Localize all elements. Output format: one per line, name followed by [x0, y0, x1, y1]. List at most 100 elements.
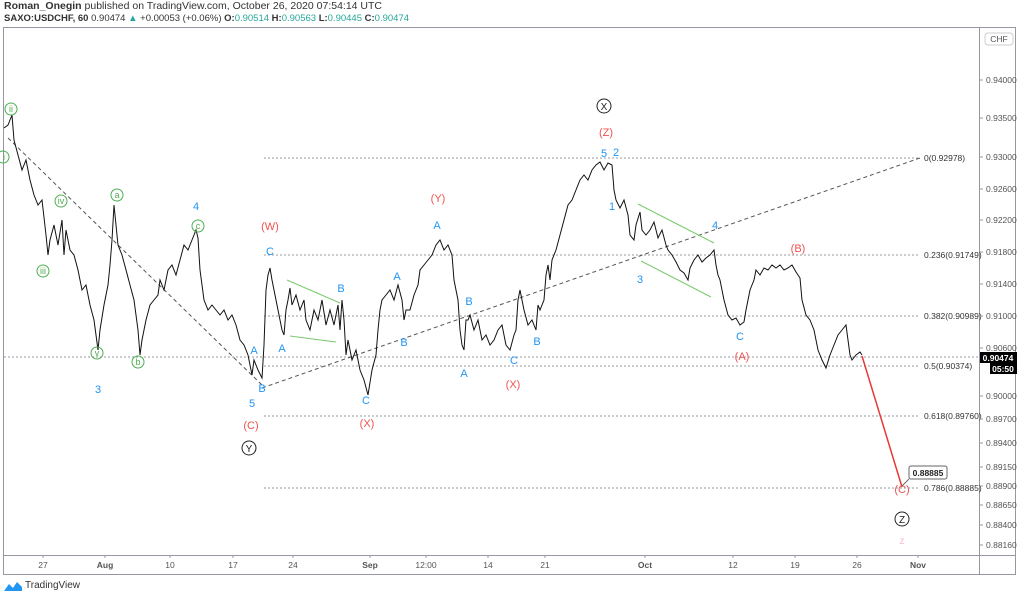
svg-text:Sep: Sep	[362, 560, 378, 570]
svg-text:4: 4	[193, 201, 199, 213]
price-series	[3, 114, 863, 396]
svg-text:(X): (X)	[506, 379, 521, 391]
svg-text:B: B	[258, 383, 265, 395]
svg-text:Aug: Aug	[97, 560, 114, 570]
svg-text:0.94000: 0.94000	[986, 75, 1017, 85]
svg-text:C: C	[362, 395, 370, 407]
svg-text:c: c	[196, 221, 201, 231]
publish-text: published on TradingView.com, October 26…	[84, 0, 383, 12]
svg-text:C: C	[266, 246, 274, 258]
svg-text:A: A	[433, 220, 441, 232]
open-value: 0.90514	[234, 13, 270, 24]
svg-text:4: 4	[712, 220, 718, 232]
svg-text:A: A	[393, 271, 401, 283]
svg-text:0.93500: 0.93500	[986, 113, 1017, 123]
svg-text:Y: Y	[246, 444, 253, 455]
svg-text:iii: iii	[40, 266, 46, 276]
svg-text:a: a	[114, 190, 119, 200]
svg-text:05:50: 05:50	[992, 364, 1014, 374]
blue-wave-labels: 3 4 5 A B C A B C A B A B A C B 5 2 1 3 …	[95, 147, 744, 410]
svg-text:B: B	[400, 337, 407, 349]
svg-text:v: v	[95, 348, 100, 358]
svg-text:0.93000: 0.93000	[986, 152, 1017, 162]
svg-text:0.91400: 0.91400	[986, 279, 1017, 289]
svg-text:0.786(0.88885): 0.786(0.88885)	[924, 483, 982, 493]
svg-text:0.5(0.90374): 0.5(0.90374)	[924, 361, 972, 371]
svg-text:5: 5	[601, 148, 607, 160]
svg-text:0.89400: 0.89400	[986, 438, 1017, 448]
svg-text:0.89150: 0.89150	[986, 462, 1017, 472]
svg-text:12:00: 12:00	[415, 560, 437, 570]
chart-frame	[3, 27, 1016, 575]
svg-text:0.92200: 0.92200	[986, 215, 1017, 225]
svg-text:C: C	[510, 355, 518, 367]
last-price-marker: 0.90474 05:50	[980, 352, 1017, 374]
footer-brand[interactable]: TradingView	[4, 580, 80, 591]
svg-text:14: 14	[483, 560, 493, 570]
symbol-legend: SAXO:USDCHF, 60 0.90474 ▲ +0.00053 (+0.0…	[4, 13, 410, 24]
svg-text:12: 12	[728, 560, 738, 570]
svg-text:0.618(0.89760): 0.618(0.89760)	[924, 411, 982, 421]
svg-text:26: 26	[852, 560, 862, 570]
tradingview-logo-icon	[4, 581, 22, 591]
svg-text:Oct: Oct	[638, 560, 652, 570]
svg-text:(B): (B)	[791, 243, 806, 255]
svg-text:(Z): (Z)	[599, 127, 613, 139]
symbol-name[interactable]: SAXO:USDCHF, 60	[4, 13, 89, 24]
svg-text:0.88160: 0.88160	[986, 540, 1017, 550]
trend-lines[interactable]	[7, 137, 921, 389]
svg-text:C: C	[736, 331, 744, 343]
svg-text:b: b	[135, 357, 140, 367]
target-callout[interactable]: 0.88885	[901, 465, 948, 487]
svg-text:0.92600: 0.92600	[986, 184, 1017, 194]
svg-text:0.88400: 0.88400	[986, 520, 1017, 530]
price-axis[interactable]: CHF 0.94000 0.93500 0.93000 0.92600 0.92…	[980, 32, 1017, 550]
high-value: 0.90563	[281, 13, 317, 24]
svg-text:B: B	[337, 283, 344, 295]
svg-text:0.236(0.91749): 0.236(0.91749)	[924, 250, 982, 260]
svg-text:0.88885: 0.88885	[913, 468, 944, 478]
svg-text:0.382(0.90989): 0.382(0.90989)	[924, 311, 982, 321]
last-price: 0.90474	[91, 13, 126, 24]
svg-text:iv: iv	[58, 196, 65, 206]
projection-line[interactable]	[861, 355, 903, 488]
svg-text:Nov: Nov	[910, 560, 926, 570]
publish-info: Roman_Onegin published on TradingView.co…	[4, 0, 382, 13]
svg-text:(C): (C)	[243, 420, 258, 432]
svg-text:3: 3	[95, 384, 101, 396]
fib-lines[interactable]	[4, 157, 979, 489]
svg-text:(X): (X)	[360, 418, 375, 430]
svg-text:5: 5	[249, 398, 255, 410]
svg-text:1: 1	[609, 201, 615, 213]
svg-text:(A): (A)	[735, 351, 750, 363]
svg-text:A: A	[460, 368, 468, 380]
svg-text:(C): (C)	[894, 484, 909, 496]
svg-text:3: 3	[637, 274, 643, 286]
svg-text:0(0.92978): 0(0.92978)	[924, 153, 965, 163]
time-axis[interactable]: 27 Aug 10 17 24 Sep 12:00 14 21 Oct 12 1…	[38, 555, 926, 570]
brand-name: TradingView	[25, 580, 81, 591]
svg-text:0.90600: 0.90600	[986, 343, 1017, 353]
red-wave-labels: (W) (C) (X) (Y) (X) (Z) (B) (A) (C)	[243, 127, 909, 496]
svg-text:0.91800: 0.91800	[986, 247, 1017, 257]
price-change: +0.00053 (+0.06%)	[140, 13, 222, 24]
author-name[interactable]: Roman_Onegin	[4, 0, 82, 12]
svg-text:24: 24	[288, 560, 298, 570]
svg-text:0.88900: 0.88900	[986, 481, 1017, 491]
black-wave-labels: Y X Z	[241, 98, 910, 527]
green-pattern-lines[interactable]	[286, 203, 715, 343]
svg-text:A: A	[278, 343, 286, 355]
svg-text:(W): (W)	[261, 221, 279, 233]
svg-text:21: 21	[540, 560, 550, 570]
svg-text:A: A	[250, 345, 258, 357]
svg-text:19: 19	[790, 560, 800, 570]
svg-text:2: 2	[613, 147, 619, 159]
svg-text:CHF: CHF	[990, 34, 1007, 44]
svg-text:i: i	[3, 152, 5, 162]
svg-text:0.88650: 0.88650	[986, 500, 1017, 510]
svg-text:10: 10	[165, 560, 175, 570]
svg-text:(Y): (Y)	[431, 193, 446, 205]
pink-wave-label: z	[900, 536, 905, 547]
svg-text:Z: Z	[899, 515, 905, 526]
